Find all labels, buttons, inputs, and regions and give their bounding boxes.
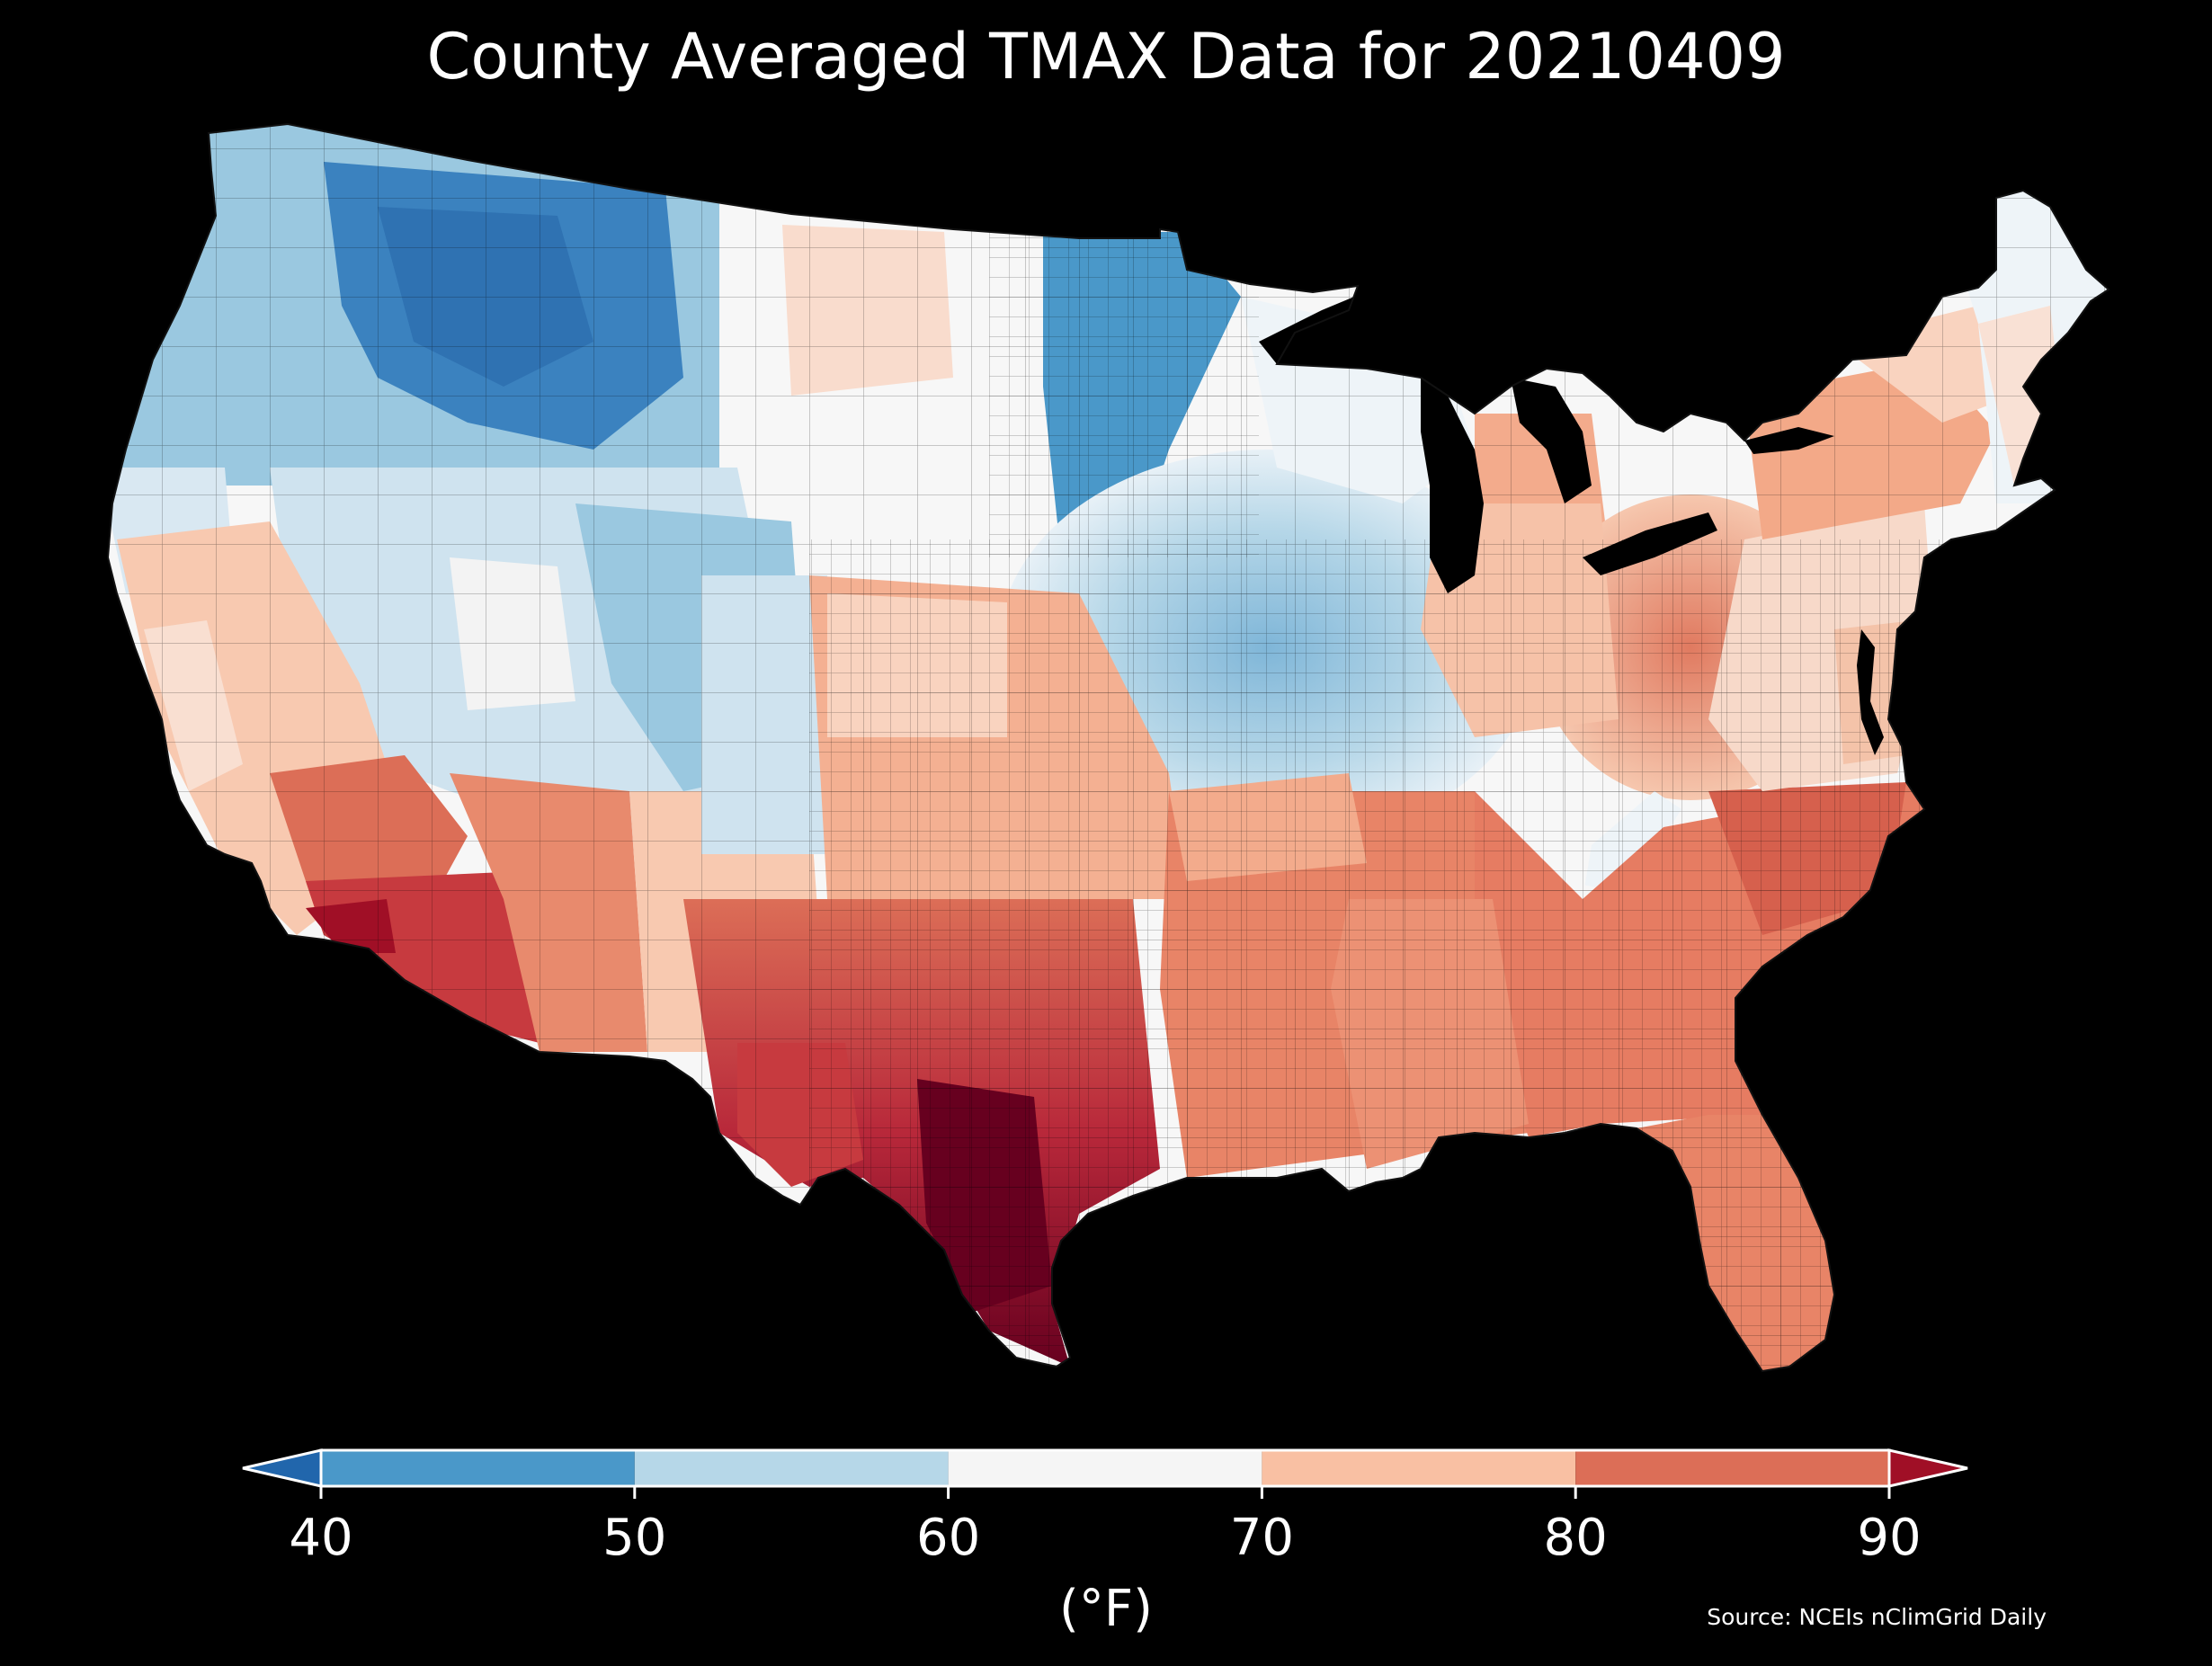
county-fill-layer xyxy=(108,124,2109,1371)
us-outline xyxy=(106,122,2110,1373)
colorbar-tick-label: 60 xyxy=(915,1509,981,1567)
map-title: County Averaged TMAX Data for 20210409 xyxy=(426,20,1786,94)
colorbar-ticks xyxy=(319,1486,1891,1499)
colorbar-bin xyxy=(1262,1450,1576,1486)
lake-erie xyxy=(1583,512,1717,575)
us-county-map xyxy=(106,122,2110,1373)
colorbar-extend-low xyxy=(242,1448,323,1488)
lake-michigan xyxy=(1421,378,1484,593)
chesapeake-bay xyxy=(1857,629,1884,755)
colorbar-extend-high xyxy=(1887,1448,1968,1488)
colorbar-tick-label: 80 xyxy=(1543,1509,1608,1567)
colorbar-tick-label: 50 xyxy=(602,1509,667,1567)
colorbar-unit-label: (°F) xyxy=(1059,1580,1153,1638)
colorbar-bins xyxy=(321,1450,1889,1486)
colorbar-bin xyxy=(948,1450,1262,1486)
lake-superior xyxy=(1259,286,1421,364)
colorbar-tick-label: 40 xyxy=(289,1509,353,1567)
great-lakes xyxy=(1259,286,1884,755)
colorbar-tick-label: 90 xyxy=(1857,1509,1922,1567)
lake-huron xyxy=(1511,378,1592,503)
colorbar-bin xyxy=(634,1450,949,1486)
colorbar xyxy=(242,1448,1968,1499)
lake-ontario xyxy=(1744,427,1834,454)
source-note: Source: NCEIs nClimGrid Daily xyxy=(1707,1604,2047,1630)
colorbar-bin xyxy=(1575,1450,1889,1486)
colorbar-tick-label: 70 xyxy=(1229,1509,1295,1567)
colorbar-bin xyxy=(321,1450,635,1486)
colorbar-frame xyxy=(319,1448,1891,1488)
